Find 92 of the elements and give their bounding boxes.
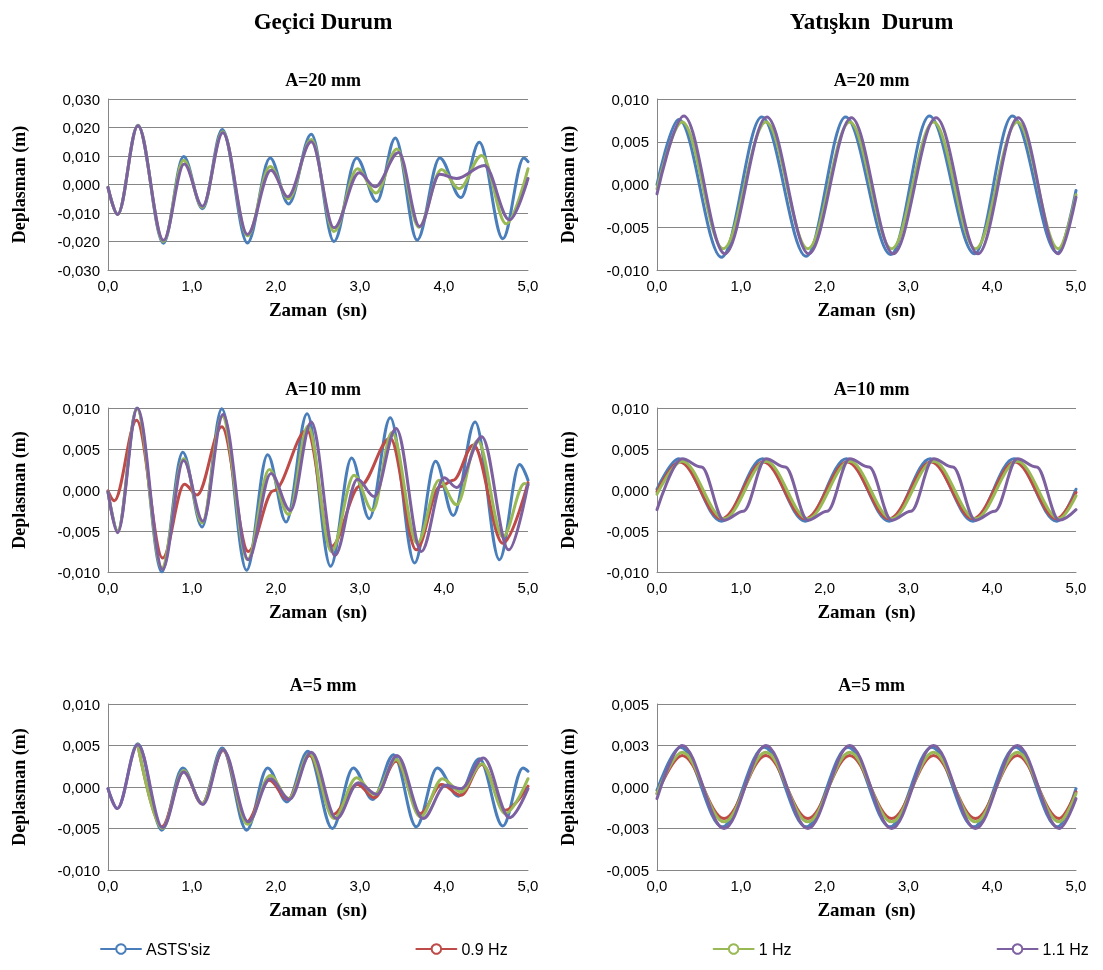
y-tick-label: -0,010 (606, 563, 649, 581)
y-axis-title: Deplasman (m) (9, 431, 30, 549)
x-tick-label: 1,0 (730, 277, 752, 294)
y-tick-label: 0,010 (62, 399, 100, 417)
legend-label: 1.1 Hz (1042, 940, 1089, 958)
x-tick-label: 3,0 (349, 277, 371, 294)
y-tick-label: 0,000 (62, 481, 100, 499)
x-axis-title: Zaman (sn) (268, 601, 368, 623)
x-tick-label: 0,0 (646, 277, 668, 294)
y-tick-label: 0,020 (62, 119, 100, 136)
chart-subtitle: A=20 mm (833, 70, 910, 90)
y-tick-label: 0,005 (62, 440, 100, 458)
x-tick-label: 2,0 (814, 277, 836, 294)
x-tick-label: 4,0 (433, 277, 455, 294)
x-tick-label: 5,0 (1065, 579, 1087, 596)
y-tick-label: 0,005 (62, 737, 100, 754)
x-tick-label: 1,0 (181, 579, 203, 596)
x-tick-label: 2,0 (265, 877, 287, 894)
y-tick-label: -0,003 (606, 820, 649, 837)
y-tick-label: 0,005 (611, 133, 649, 151)
legend-label: 1 Hz (758, 940, 792, 958)
y-tick-label: 0,010 (611, 399, 649, 417)
legend-label: ASTS'siz (146, 940, 211, 958)
y-axis-title: Deplasman (m) (558, 125, 579, 244)
x-tick-label: 1,0 (181, 877, 203, 894)
x-axis-title: Zaman (sn) (268, 899, 368, 921)
x-tick-label: 3,0 (349, 877, 371, 894)
y-tick-label: 0,003 (611, 737, 649, 754)
chart-title: A=5 mm (838, 675, 905, 695)
x-tick-label: 1,0 (181, 277, 203, 294)
y-tick-label: 0,010 (611, 90, 649, 108)
legend-label: 0.9 Hz (461, 940, 508, 958)
y-tick-label: 0,000 (62, 778, 100, 796)
y-tick-label: 0,000 (62, 176, 100, 193)
x-axis-title: Zaman (sn) (817, 601, 916, 623)
y-tick-label: -0,010 (57, 204, 100, 222)
x-tick-label: 2,0 (265, 277, 287, 294)
chart-title: Yatışkın Durum (789, 9, 954, 34)
x-axis-title: Zaman (sn) (817, 299, 916, 321)
x-tick-label: 2,0 (814, 877, 836, 894)
x-tick-label: 0,0 (97, 877, 119, 894)
y-tick-label: 0,000 (611, 176, 649, 193)
chart-title: A=5 mm (289, 675, 357, 695)
x-tick-label: 3,0 (349, 579, 371, 596)
x-tick-label: 1,0 (730, 877, 752, 894)
y-tick-label: -0,010 (606, 261, 649, 279)
y-tick-label: -0,005 (606, 861, 649, 879)
x-tick-label: 0,0 (97, 277, 119, 294)
y-tick-label: -0,020 (57, 233, 100, 250)
y-tick-label: 0,005 (611, 695, 649, 713)
x-tick-label: 1,0 (730, 579, 752, 596)
x-tick-label: 4,0 (433, 579, 455, 596)
y-tick-label: -0,005 (606, 218, 649, 236)
x-tick-label: 5,0 (1065, 277, 1087, 294)
y-tick-label: 0,030 (62, 90, 100, 108)
y-tick-label: 0,000 (611, 778, 649, 796)
y-tick-label: -0,010 (57, 563, 100, 581)
x-tick-label: 4,0 (433, 877, 455, 894)
y-tick-label: 0,000 (611, 481, 649, 499)
y-tick-label: -0,030 (57, 261, 100, 279)
y-tick-label: 0,010 (62, 695, 100, 713)
y-tick-label: -0,005 (57, 820, 100, 837)
y-axis-title: Deplasman (m) (9, 728, 30, 846)
x-tick-label: 3,0 (897, 277, 919, 294)
y-tick-label: -0,005 (606, 522, 649, 540)
chart-title: Geçici Durum (253, 9, 393, 34)
x-tick-label: 0,0 (97, 579, 119, 596)
x-axis-title: Zaman (sn) (268, 299, 368, 321)
x-tick-label: 3,0 (897, 877, 919, 894)
y-tick-label: 0,010 (62, 147, 100, 165)
x-tick-label: 5,0 (517, 877, 539, 894)
x-tick-label: 0,0 (646, 877, 668, 894)
chart-title: A=10 mm (833, 379, 910, 399)
x-tick-label: 4,0 (981, 277, 1003, 294)
x-tick-label: 2,0 (814, 579, 836, 596)
x-tick-label: 0,0 (646, 579, 668, 596)
y-tick-label: -0,010 (57, 861, 100, 879)
y-axis-title: Deplasman (m) (558, 728, 579, 846)
y-tick-label: -0,005 (57, 522, 100, 540)
y-axis-title: Deplasman (m) (9, 125, 30, 244)
x-axis-title: Zaman (sn) (817, 899, 916, 921)
x-tick-label: 4,0 (981, 579, 1003, 596)
y-tick-label: 0,005 (611, 440, 649, 458)
x-tick-label: 4,0 (981, 877, 1003, 894)
x-tick-label: 5,0 (517, 277, 539, 294)
chart-title: A=10 mm (285, 379, 361, 399)
chart-subtitle: A=20 mm (285, 70, 361, 90)
x-tick-label: 5,0 (1065, 877, 1087, 894)
x-tick-label: 2,0 (265, 579, 287, 596)
x-tick-label: 3,0 (897, 579, 919, 596)
x-tick-label: 5,0 (517, 579, 539, 596)
y-axis-title: Deplasman (m) (558, 431, 579, 549)
